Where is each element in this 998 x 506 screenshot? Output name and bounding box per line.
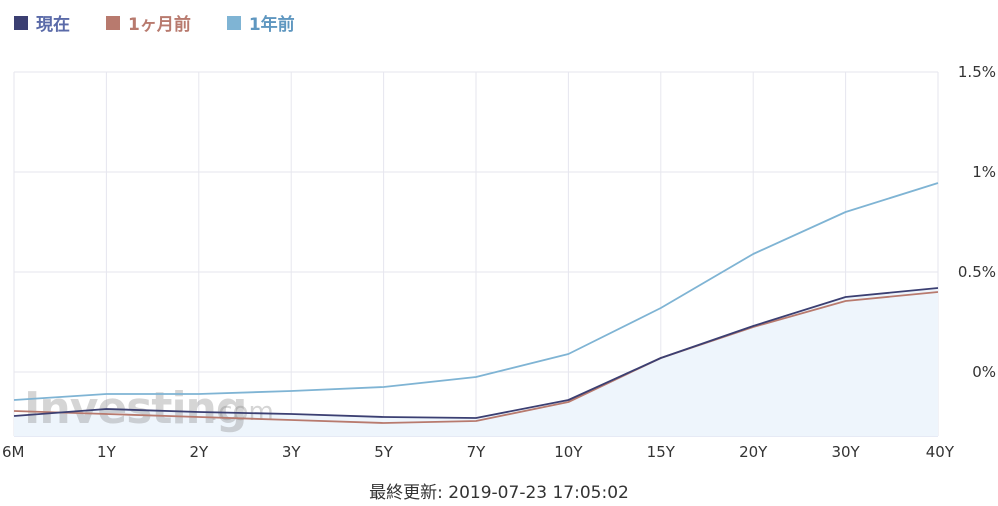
x-tick-label: 40Y <box>926 443 955 461</box>
x-tick-label: 15Y <box>647 443 676 461</box>
x-tick-label: 3Y <box>282 443 302 461</box>
x-tick-label: 2Y <box>189 443 209 461</box>
x-tick-label: 6M <box>2 443 25 461</box>
chart-area-fills <box>14 288 938 436</box>
last-updated-text: 最終更新: 2019-07-23 17:05:02 <box>369 483 629 503</box>
series-area-fill <box>14 288 938 436</box>
x-tick-label: 20Y <box>739 443 768 461</box>
x-axis-tick-labels: 6M 1Y 2Y 3Y 5Y 7Y 10Y 15Y 20Y 30Y 40Y <box>2 443 955 461</box>
legend-item-1-year-ago[interactable]: 1年前 <box>226 10 295 35</box>
legend-label-1-year-ago: 1年前 <box>248 15 295 35</box>
watermark-text: Investing <box>24 383 246 434</box>
y-tick-label: 0.5% <box>958 263 996 281</box>
legend-swatch-1-year-ago <box>226 15 241 30</box>
x-tick-label: 10Y <box>554 443 583 461</box>
y-tick-label: 0% <box>972 363 996 381</box>
x-tick-label: 1Y <box>97 443 117 461</box>
series-line[interactable] <box>13 291 939 424</box>
x-tick-label: 5Y <box>374 443 394 461</box>
legend-swatch-current <box>14 15 28 30</box>
investing-watermark: Investing .com <box>24 383 274 434</box>
legend-label-1-month-ago: 1ヶ月前 <box>128 15 191 35</box>
chart-series-lines <box>13 182 939 424</box>
series-line[interactable] <box>13 287 939 419</box>
chart-grid <box>13 71 939 437</box>
legend-label-current: 現在 <box>36 15 70 35</box>
series-line[interactable] <box>13 182 939 401</box>
legend: 現在 1ヶ月前 1年前 <box>14 10 295 35</box>
x-tick-label: 30Y <box>831 443 860 461</box>
y-tick-label: 1% <box>972 163 996 181</box>
legend-item-current[interactable]: 現在 <box>14 10 70 35</box>
legend-swatch-1-month-ago <box>106 15 120 30</box>
x-tick-label: 7Y <box>467 443 487 461</box>
legend-item-1-month-ago[interactable]: 1ヶ月前 <box>106 10 191 35</box>
y-axis-tick-labels: 1.5% 1% 0.5% 0% <box>958 63 996 381</box>
y-tick-label: 1.5% <box>958 63 996 81</box>
